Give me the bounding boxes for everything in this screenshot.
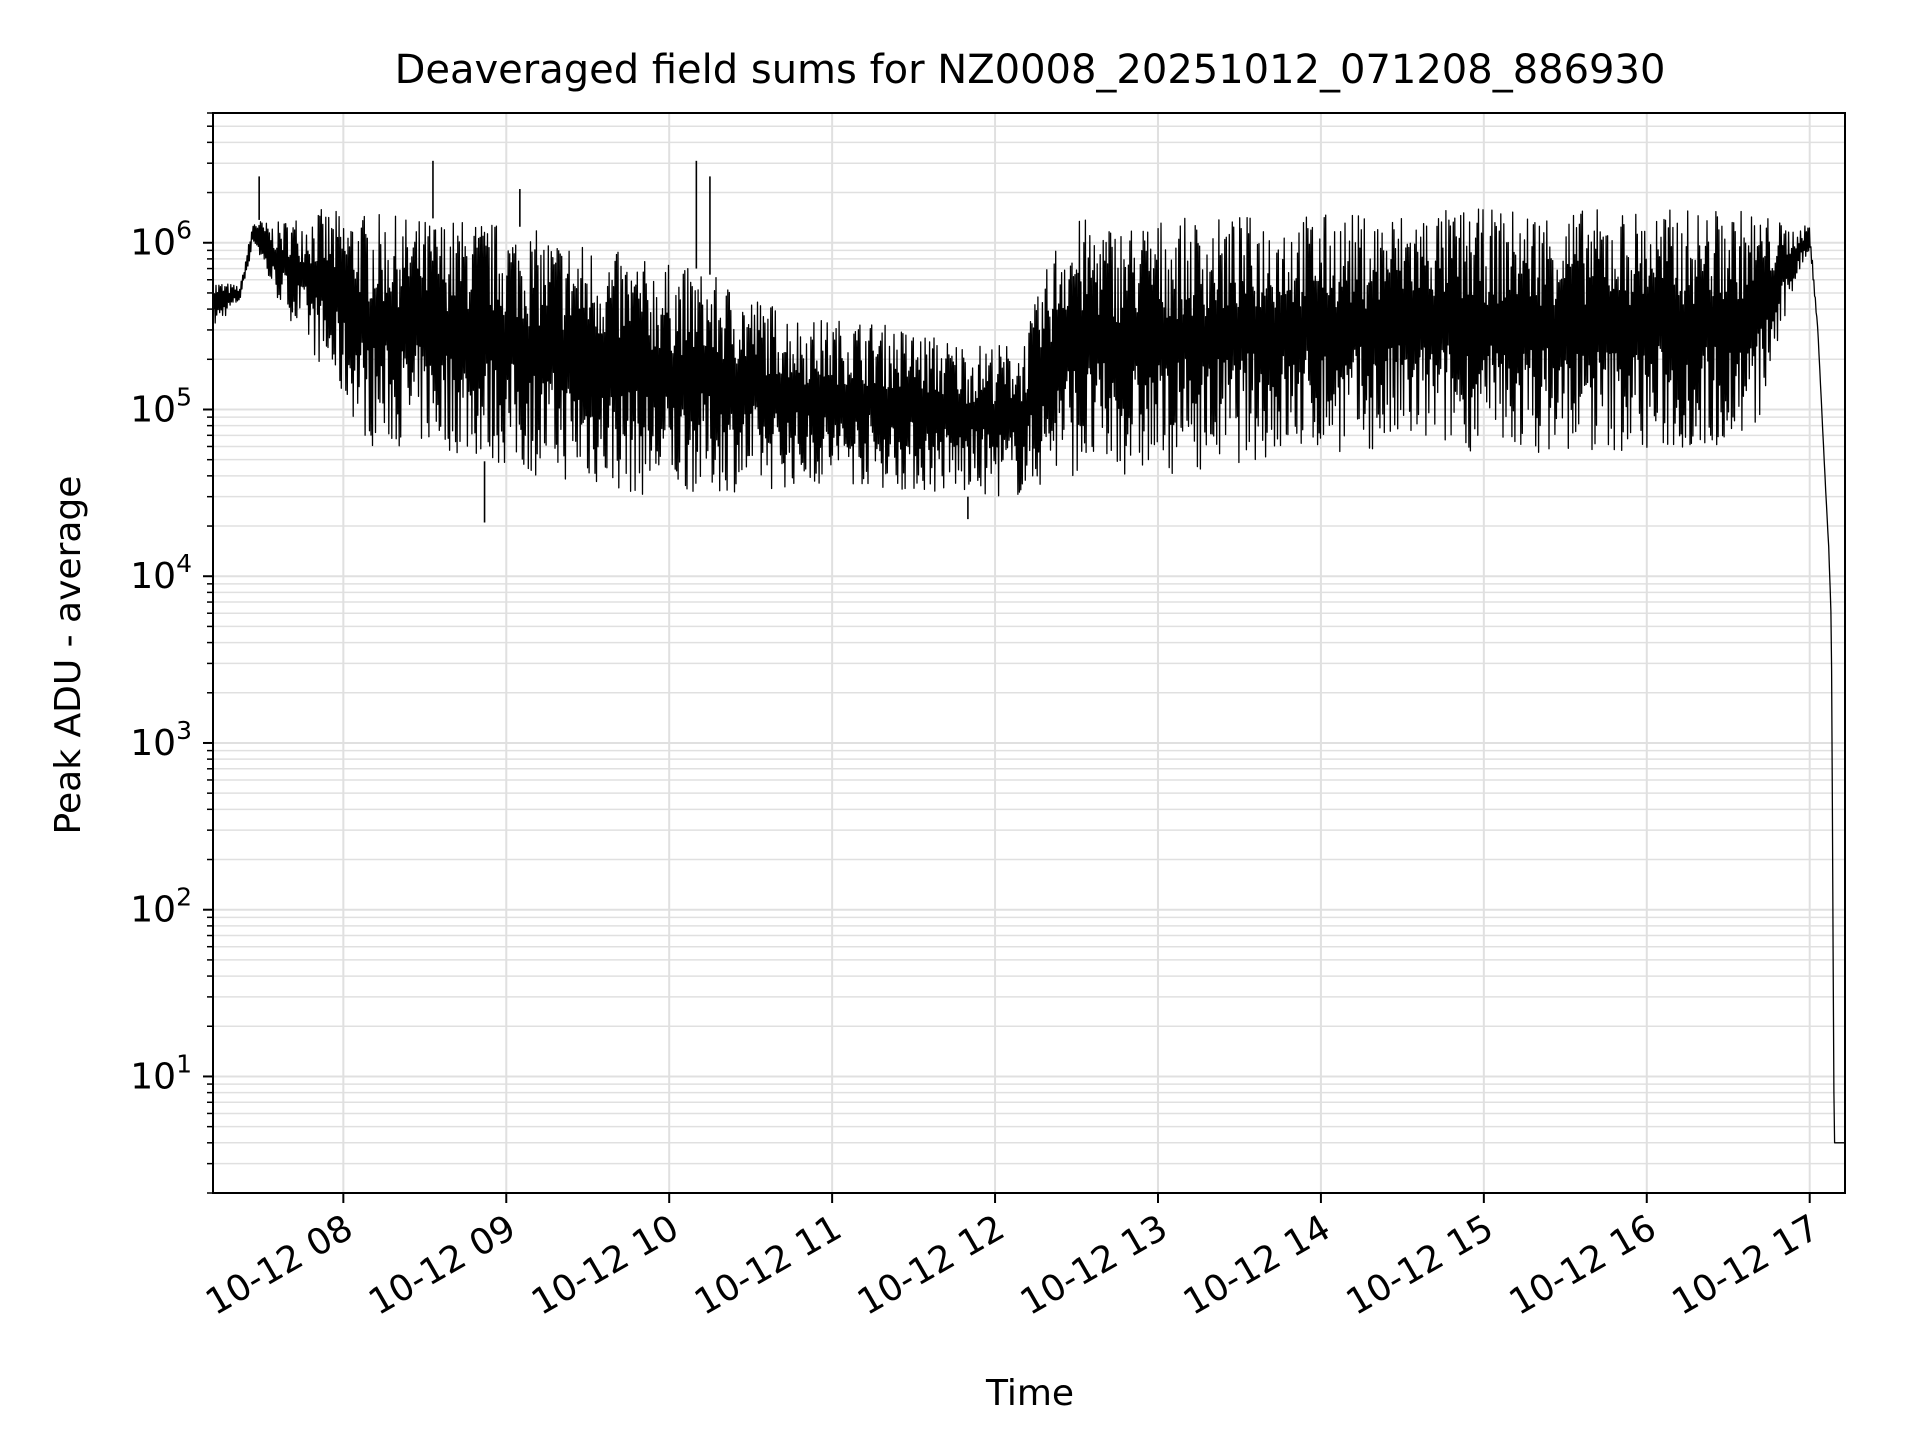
series-line (212, 208, 1845, 1144)
y-tick-label: 106 (130, 216, 192, 264)
x-axis-label: Time (985, 1373, 1074, 1414)
x-tick-label: 10-12 10 (525, 1207, 686, 1323)
x-tick-label: 10-12 15 (1340, 1207, 1501, 1323)
y-tick-exponent: 3 (176, 716, 192, 745)
x-tick-label: 10-12 12 (851, 1207, 1012, 1323)
x-axis: 10-12 08 10-12 09 10-12 10 10-12 11 10-12 12… (199, 1193, 1826, 1324)
y-axis-label: Peak ADU - average (48, 476, 89, 835)
y-tick-exponent: 1 (176, 1049, 192, 1078)
y-tick-exponent: 2 (176, 883, 192, 912)
y-tick-label: 103 (130, 716, 192, 764)
y-tick-exponent: 5 (176, 382, 192, 411)
chart-title: Deaveraged field sums for NZ0008_2025101… (395, 47, 1666, 93)
y-tick-base: 10 (130, 223, 176, 264)
y-tick-label: 105 (130, 382, 192, 430)
x-tick-label: 10-12 08 (199, 1207, 360, 1323)
y-tick-base: 10 (130, 1056, 176, 1097)
plot-area (212, 160, 1845, 1144)
y-tick-exponent: 4 (176, 549, 192, 578)
x-tick-label: 10-12 17 (1666, 1207, 1827, 1323)
y-tick-base: 10 (130, 556, 176, 597)
x-tick-label: 10-12 11 (688, 1207, 849, 1323)
axes-frame (212, 112, 1846, 1194)
y-tick-base: 10 (130, 890, 176, 931)
x-tick-label: 10-12 14 (1177, 1207, 1338, 1323)
x-tick-label: 10-12 13 (1014, 1207, 1175, 1323)
x-tick-label: 10-12 16 (1503, 1207, 1664, 1323)
y-tick-label: 102 (130, 883, 192, 931)
y-tick-label: 101 (130, 1049, 192, 1097)
x-tick-label: 10-12 09 (362, 1207, 523, 1323)
y-tick-base: 10 (130, 723, 176, 764)
y-tick-exponent: 6 (176, 216, 192, 245)
y-tick-label: 104 (130, 549, 192, 597)
y-tick-base: 10 (130, 389, 176, 430)
